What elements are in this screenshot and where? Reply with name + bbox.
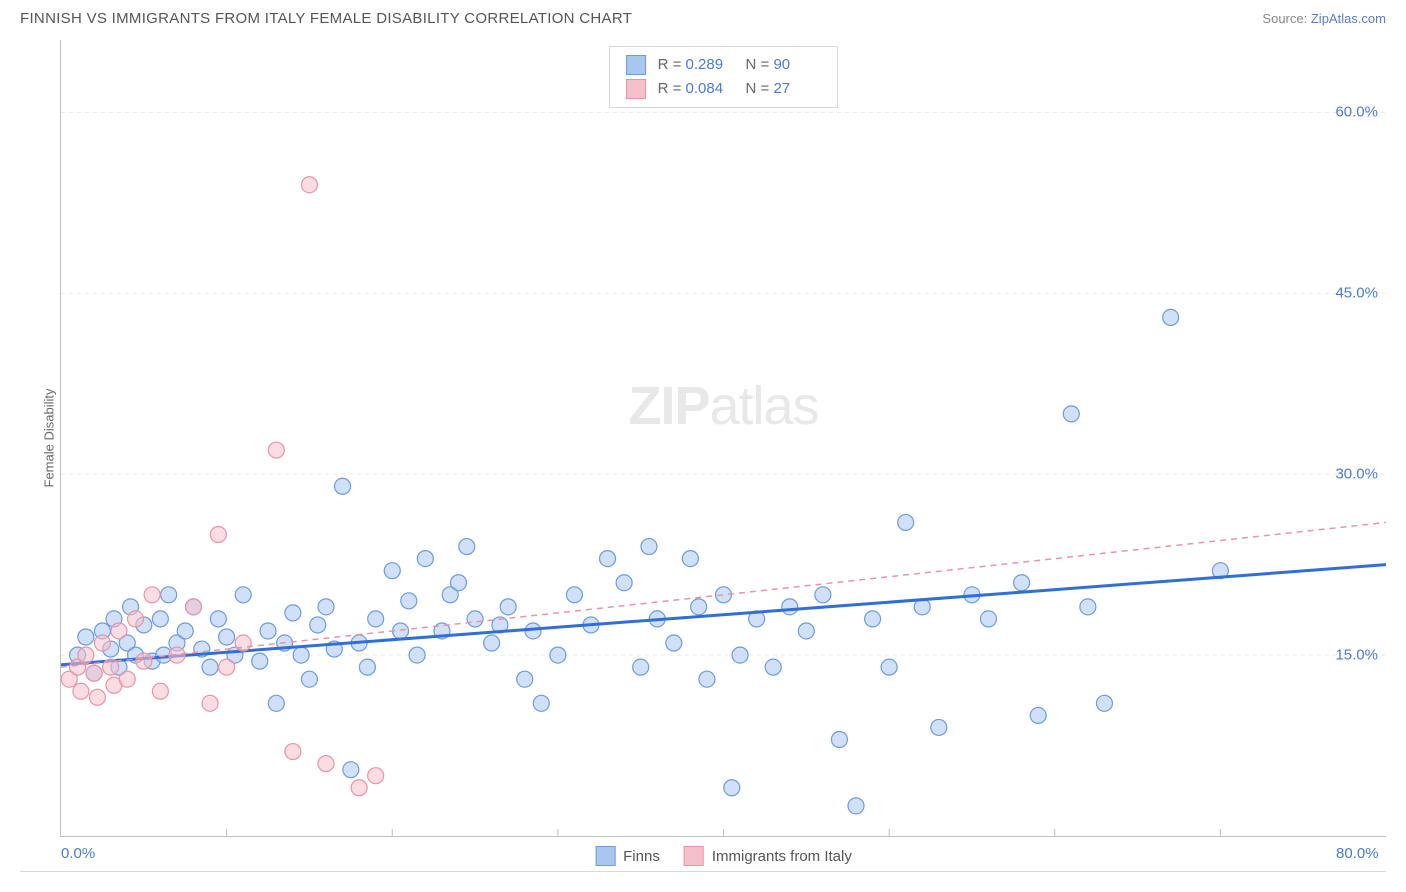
r-value-italy: 0.084	[686, 77, 734, 101]
bottom-legend: Finns Immigrants from Italy	[595, 846, 852, 866]
swatch-italy	[626, 79, 646, 99]
source: Source: ZipAtlas.com	[1262, 11, 1386, 26]
swatch-finns-icon	[595, 846, 615, 866]
r-value-finns: 0.289	[686, 53, 734, 77]
source-link[interactable]: ZipAtlas.com	[1311, 11, 1386, 26]
y-tick-label: 30.0%	[1335, 466, 1378, 483]
legend-item-finns: Finns	[595, 846, 660, 866]
legend-label-italy: Immigrants from Italy	[712, 848, 852, 865]
correlation-legend: R = 0.289 N = 90 R = 0.084 N = 27	[609, 46, 839, 108]
swatch-finns	[626, 55, 646, 75]
chart-title: FINNISH VS IMMIGRANTS FROM ITALY FEMALE …	[20, 10, 632, 27]
swatch-italy-icon	[684, 846, 704, 866]
x-tick-label: 80.0%	[1336, 845, 1379, 862]
n-value-finns: 90	[773, 53, 821, 77]
source-label: Source:	[1262, 11, 1307, 26]
y-tick-label: 60.0%	[1335, 104, 1378, 121]
legend-row-finns: R = 0.289 N = 90	[626, 53, 822, 77]
chart-container: ZIPatlas Female Disability R = 0.289 N =…	[20, 40, 1386, 872]
y-tick-label: 45.0%	[1335, 285, 1378, 302]
legend-row-italy: R = 0.084 N = 27	[626, 77, 822, 101]
legend-item-italy: Immigrants from Italy	[684, 846, 852, 866]
scatter-plot: ZIPatlas Female Disability R = 0.289 N =…	[60, 40, 1386, 837]
x-tick-label: 0.0%	[61, 845, 95, 862]
y-tick-label: 15.0%	[1335, 647, 1378, 664]
legend-label-finns: Finns	[623, 848, 660, 865]
n-value-italy: 27	[773, 77, 821, 101]
y-axis-label: Female Disability	[42, 389, 57, 488]
